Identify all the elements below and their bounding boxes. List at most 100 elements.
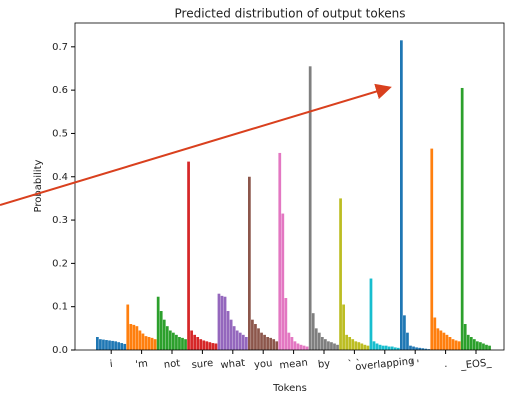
bar — [241, 334, 245, 350]
x-tick-label: overlapping — [355, 356, 415, 373]
bar — [442, 332, 446, 350]
bar — [287, 332, 291, 350]
bar — [235, 330, 239, 350]
bar — [430, 148, 434, 350]
x-tick-label: not — [163, 358, 181, 371]
bar — [314, 328, 318, 350]
bar — [257, 328, 260, 350]
bar — [102, 339, 105, 350]
y-tick-label: 0.6 — [52, 85, 68, 96]
x-tick-label: what — [220, 358, 246, 372]
bar — [320, 337, 324, 350]
bar — [448, 337, 452, 350]
bar — [281, 213, 285, 350]
bar — [375, 343, 379, 350]
bar — [96, 337, 99, 350]
bar — [196, 337, 200, 350]
bar — [144, 336, 148, 350]
bar — [266, 337, 269, 350]
bar — [153, 339, 157, 350]
bar — [126, 304, 130, 350]
bar — [396, 347, 400, 350]
bar — [269, 337, 273, 350]
bar — [193, 334, 197, 350]
bar — [187, 161, 190, 350]
bar — [390, 346, 394, 350]
x-tick-label: _EOS_ — [459, 357, 493, 371]
bar — [275, 341, 279, 350]
bar — [403, 315, 406, 350]
axes-frame — [74, 22, 505, 351]
bar — [214, 343, 218, 350]
bar — [421, 348, 425, 350]
bar — [254, 324, 257, 350]
x-tick-label: . — [443, 359, 447, 370]
bar — [305, 346, 309, 350]
x-axis-label: Tokens — [272, 383, 307, 394]
bar — [445, 334, 449, 350]
bar — [284, 298, 288, 350]
bar — [345, 334, 349, 350]
bar — [439, 330, 443, 350]
bar — [454, 340, 458, 350]
bar — [290, 337, 294, 350]
bar — [457, 341, 461, 350]
bar — [333, 343, 336, 350]
bar — [211, 343, 215, 350]
bar — [469, 337, 473, 350]
bar — [114, 341, 117, 350]
bar — [172, 332, 175, 350]
bar — [433, 317, 437, 350]
bar — [409, 345, 412, 350]
bar — [354, 341, 358, 350]
bar — [165, 326, 169, 350]
bar — [393, 347, 397, 350]
y-axis-label: Probability — [33, 159, 44, 212]
bar — [272, 339, 276, 350]
bar — [460, 87, 464, 350]
bar — [412, 346, 415, 350]
bar — [178, 337, 181, 350]
bar — [299, 344, 303, 350]
bar — [476, 341, 479, 350]
bar — [293, 341, 297, 350]
bar — [384, 345, 388, 350]
plot-area: 0.0 0.1 0.2 0.3 0.4 0.5 0.6 0.7 i 'm not sure what yo… — [52, 40, 493, 373]
bar — [311, 313, 315, 350]
bar — [223, 296, 227, 350]
bar — [400, 40, 403, 351]
bar — [156, 296, 160, 350]
bar — [190, 330, 193, 350]
bar — [339, 198, 342, 350]
bar — [263, 334, 266, 350]
bar — [479, 342, 482, 350]
bar — [175, 334, 178, 350]
bar — [248, 176, 251, 350]
bar — [327, 341, 330, 350]
bar — [105, 340, 108, 350]
bar — [472, 339, 476, 350]
bar — [150, 337, 154, 350]
bar — [199, 339, 203, 350]
y-tick-label: 0.3 — [52, 215, 68, 226]
bar — [357, 342, 361, 350]
bar — [372, 341, 376, 350]
bar — [217, 293, 221, 350]
bar — [378, 344, 382, 350]
bar — [369, 278, 373, 350]
bar — [381, 345, 385, 350]
bar — [117, 342, 121, 350]
bar — [424, 348, 428, 350]
bar — [330, 342, 333, 350]
bar — [181, 337, 184, 350]
y-tick-label: 0.5 — [52, 128, 68, 139]
annotation-arrow — [0, 83, 392, 206]
bar — [363, 344, 367, 350]
bar — [360, 343, 364, 350]
chart-title: Predicted distribution of output tokens — [175, 7, 406, 21]
y-tick-label: 0.2 — [52, 258, 68, 269]
bar — [278, 152, 282, 350]
bar — [123, 343, 127, 350]
bar — [132, 324, 136, 350]
